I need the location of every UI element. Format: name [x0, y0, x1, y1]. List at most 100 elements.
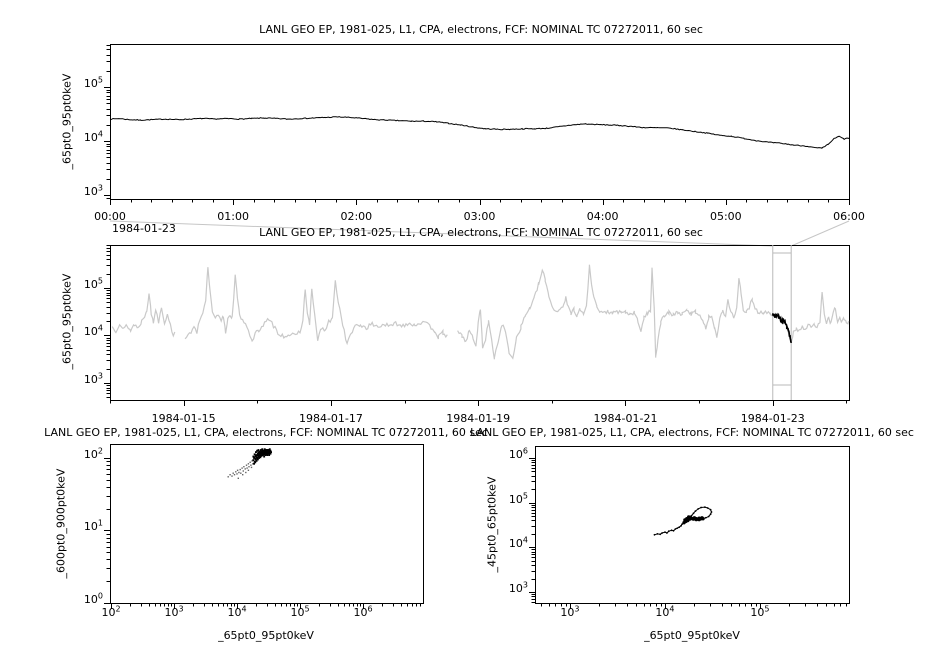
scatter-point [260, 452, 262, 454]
scatter-point [699, 517, 703, 521]
plot-area-zoom-timeseries[interactable] [110, 44, 850, 200]
x-tick-label: 105 [290, 604, 310, 619]
scatter-point [656, 533, 659, 535]
series-line-context-overview [457, 264, 850, 360]
scatter-point [709, 513, 712, 516]
y-tick-label: 105 [83, 75, 103, 91]
scatter-point [248, 466, 250, 468]
scatter-point [239, 468, 241, 471]
y-tick-label: 104 [83, 323, 103, 339]
panel4-title: LANL GEO EP, 1981-025, L1, CPA, electron… [470, 426, 914, 439]
scatter-point [246, 467, 248, 469]
y-tick-label: 104 [508, 535, 528, 551]
scatter-point [256, 449, 259, 452]
scatter-point [254, 461, 257, 464]
scatter-point [261, 448, 264, 451]
scatter-point [259, 456, 262, 459]
scatter-point [265, 452, 267, 454]
scatter-point [704, 516, 707, 519]
y-tick-label: 105 [508, 490, 528, 506]
series-line-zoom-timeseries [109, 116, 850, 149]
scatter-point [255, 456, 258, 459]
scatter-point [244, 468, 246, 470]
scatter-point [257, 449, 260, 451]
y-tick-label: 102 [83, 446, 103, 461]
plot-area-context-overview[interactable] [110, 245, 850, 401]
scatter-point [700, 506, 702, 509]
scatter-point [254, 457, 257, 460]
y-tick-label: 105 [83, 276, 103, 291]
scatter-point [269, 452, 272, 455]
scatter-point [266, 450, 269, 453]
scatter-point [264, 454, 267, 456]
scatter-point [255, 451, 257, 454]
scatter-point [268, 448, 271, 451]
series-line-context-overview [111, 293, 176, 338]
y-tick-label: 101 [83, 518, 103, 534]
scatter-point [252, 463, 254, 465]
scatter-point [704, 506, 706, 508]
panel4-y-axis-title: _45pt0_65pt0keV [485, 476, 499, 573]
scatter-point [231, 475, 233, 477]
overview-connector-right [790, 220, 850, 247]
scatter-point [269, 449, 272, 452]
scatter-point [690, 514, 693, 517]
panel1-y-axis-title: _65pt0_95pt0keV [60, 73, 74, 170]
scatter-point [659, 533, 662, 536]
overview-connector-left [109, 220, 773, 247]
x-tick-label: 1984-01-15 [151, 412, 216, 425]
scatter-point [260, 454, 263, 457]
scatter-point [236, 469, 239, 471]
x-tick-label: 06:00 [833, 210, 865, 223]
plot-area-scatter-600-900[interactable] [110, 444, 424, 604]
x-tick-label: 103 [164, 604, 184, 619]
scatter-point [263, 449, 266, 452]
scatter-point [247, 463, 250, 465]
scatter-point [256, 452, 259, 455]
scatter-point [265, 449, 268, 451]
scatter-point [245, 464, 248, 466]
scatter-point [258, 454, 260, 456]
scatter-point [241, 467, 243, 469]
x-tick-label: 03:00 [463, 210, 496, 223]
scatter-point [260, 449, 262, 451]
scatter-point [259, 453, 262, 456]
x-tick-label: 1984-01-17 [298, 412, 363, 425]
scatter-point [229, 474, 231, 476]
scatter-point [710, 511, 713, 513]
panel1-date-label: 1984-01-23 [112, 222, 176, 235]
x-tick-label: 1984-01-19 [446, 412, 511, 425]
plot-area-scatter-45-65[interactable] [535, 446, 850, 604]
scatter-point [667, 530, 670, 533]
scatter-point [653, 533, 656, 536]
scatter-point [242, 474, 244, 476]
series-selected-segment [771, 312, 793, 343]
scatter-point [692, 512, 695, 515]
scatter-point [237, 477, 239, 479]
scatter-point [256, 454, 259, 456]
x-tick-label: 01:00 [217, 210, 249, 223]
scatter-point [263, 452, 266, 455]
scatter-point [266, 454, 269, 456]
scatter-point [709, 508, 712, 511]
scatter-point [666, 532, 668, 534]
scatter-point [263, 448, 266, 451]
scatter-point [233, 474, 236, 476]
scatter-point [232, 472, 234, 474]
scatter-point [256, 458, 259, 461]
scatter-point [263, 455, 266, 458]
scatter-point [242, 470, 244, 472]
y-tick-label: 103 [508, 580, 528, 595]
x-tick-label: 106 [353, 604, 373, 619]
panel4-x-axis-title: _65pt0_95pt0keV [644, 629, 740, 642]
x-tick-label: 1984-01-21 [593, 412, 658, 425]
scatter-point [252, 455, 255, 458]
scatter-point [696, 517, 700, 521]
scatter-point [706, 507, 709, 509]
scatter-point [697, 508, 700, 510]
x-tick-label: 00:00 [94, 210, 126, 223]
scatter-point [257, 455, 260, 458]
scatter-point [687, 515, 691, 519]
x-tick-label: 104 [655, 604, 675, 619]
